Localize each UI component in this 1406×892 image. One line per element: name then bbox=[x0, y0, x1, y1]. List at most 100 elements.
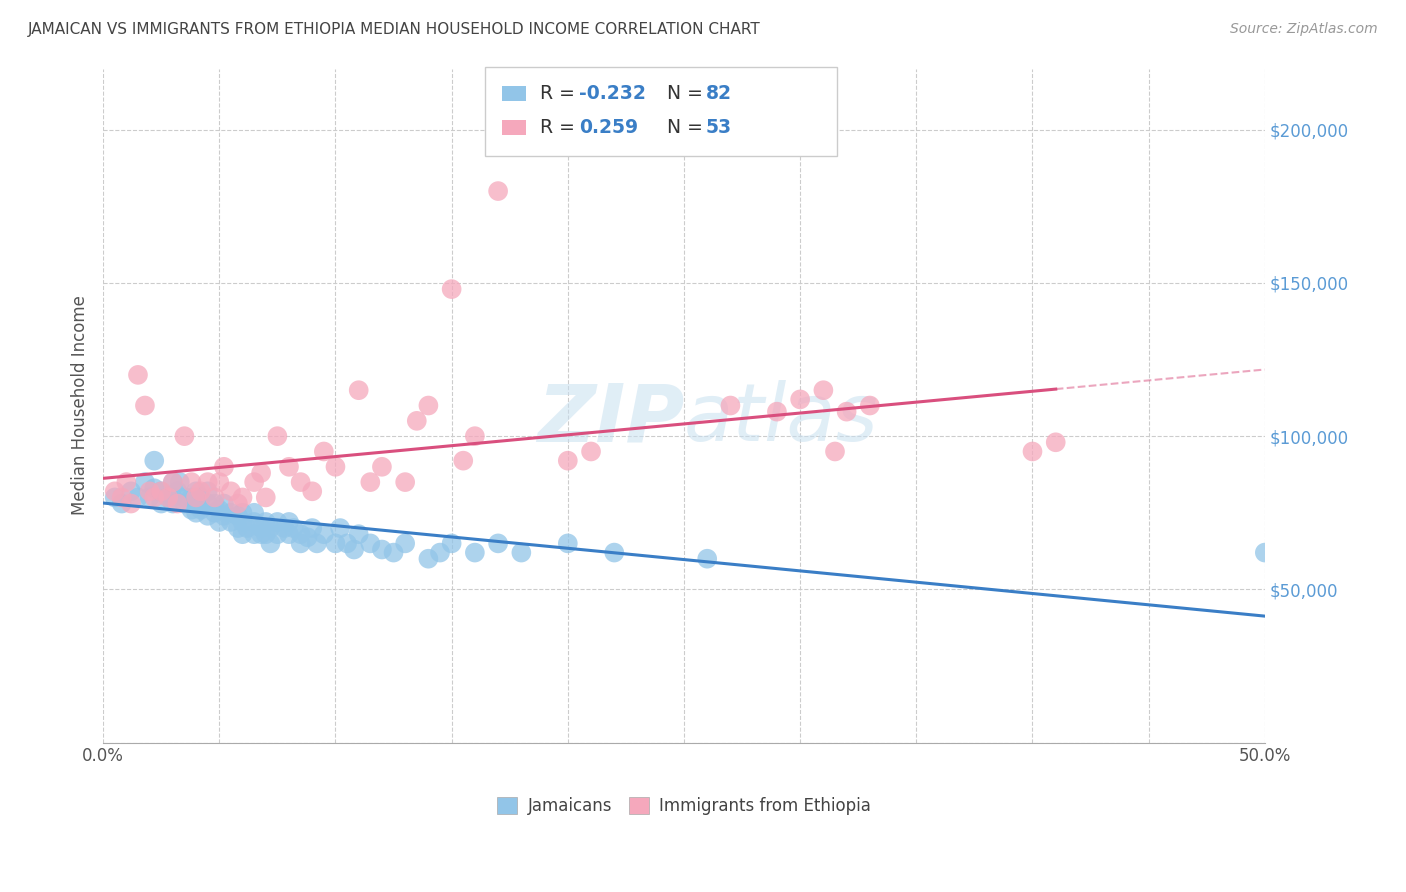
Point bbox=[138, 491, 160, 505]
Legend: Jamaicans, Immigrants from Ethiopia: Jamaicans, Immigrants from Ethiopia bbox=[491, 790, 877, 822]
Point bbox=[259, 521, 281, 535]
Point bbox=[325, 459, 347, 474]
Point bbox=[859, 399, 882, 413]
Point bbox=[789, 392, 811, 407]
Point bbox=[359, 536, 381, 550]
Point bbox=[212, 508, 235, 523]
Point bbox=[266, 429, 288, 443]
Text: Source: ZipAtlas.com: Source: ZipAtlas.com bbox=[1230, 22, 1378, 37]
Text: R =: R = bbox=[540, 84, 581, 103]
Point bbox=[243, 527, 266, 541]
Point bbox=[226, 521, 249, 535]
Point bbox=[266, 527, 288, 541]
Point bbox=[197, 484, 219, 499]
Point bbox=[250, 527, 273, 541]
Point bbox=[138, 484, 160, 499]
Point bbox=[190, 502, 212, 516]
Point bbox=[273, 521, 295, 535]
Point bbox=[297, 530, 319, 544]
Point bbox=[204, 506, 226, 520]
Point bbox=[290, 475, 312, 489]
Point bbox=[813, 383, 835, 397]
Point bbox=[347, 383, 370, 397]
Point bbox=[243, 515, 266, 529]
Point bbox=[173, 491, 195, 505]
Text: 0.259: 0.259 bbox=[579, 118, 638, 137]
Point bbox=[325, 536, 347, 550]
Point bbox=[150, 484, 173, 499]
Point bbox=[312, 444, 335, 458]
Point bbox=[184, 484, 207, 499]
Point bbox=[166, 497, 188, 511]
Point bbox=[180, 502, 202, 516]
Point bbox=[173, 429, 195, 443]
Point bbox=[278, 459, 301, 474]
Point bbox=[418, 551, 440, 566]
Point bbox=[190, 484, 212, 499]
Point bbox=[173, 497, 195, 511]
Point bbox=[184, 506, 207, 520]
Point bbox=[134, 399, 156, 413]
Point bbox=[405, 414, 427, 428]
Point bbox=[204, 491, 226, 505]
Point bbox=[1254, 545, 1277, 559]
Text: 53: 53 bbox=[706, 118, 733, 137]
Text: atlas: atlas bbox=[683, 380, 879, 458]
Point bbox=[219, 484, 242, 499]
Point bbox=[212, 497, 235, 511]
Point bbox=[418, 399, 440, 413]
Point bbox=[162, 497, 184, 511]
Text: 82: 82 bbox=[706, 84, 731, 103]
Point bbox=[111, 491, 134, 505]
Point bbox=[208, 475, 231, 489]
Point bbox=[486, 536, 509, 550]
Point bbox=[510, 545, 533, 559]
Point bbox=[720, 399, 742, 413]
Point bbox=[283, 521, 305, 535]
Point bbox=[254, 491, 277, 505]
Point bbox=[134, 475, 156, 489]
Point bbox=[243, 475, 266, 489]
Point bbox=[157, 491, 180, 505]
Point bbox=[204, 497, 226, 511]
Point bbox=[696, 551, 718, 566]
Point bbox=[143, 481, 166, 495]
Point bbox=[451, 453, 474, 467]
Point bbox=[824, 444, 846, 458]
Point bbox=[120, 484, 142, 499]
Point bbox=[197, 475, 219, 489]
Point bbox=[250, 466, 273, 480]
Point bbox=[1045, 435, 1067, 450]
Point bbox=[143, 453, 166, 467]
Text: R =: R = bbox=[540, 118, 586, 137]
Point bbox=[208, 502, 231, 516]
Point bbox=[290, 536, 312, 550]
Point bbox=[184, 497, 207, 511]
Point bbox=[440, 282, 463, 296]
Point bbox=[162, 491, 184, 505]
Point bbox=[236, 521, 259, 535]
Point bbox=[150, 484, 173, 499]
Point bbox=[180, 475, 202, 489]
Point bbox=[190, 491, 212, 505]
Point bbox=[180, 491, 202, 505]
Point bbox=[290, 527, 312, 541]
Point bbox=[557, 453, 579, 467]
Point bbox=[208, 515, 231, 529]
Point bbox=[766, 404, 789, 418]
Point bbox=[1021, 444, 1043, 458]
Point bbox=[259, 536, 281, 550]
Point bbox=[104, 484, 127, 499]
Point bbox=[486, 184, 509, 198]
Point bbox=[162, 475, 184, 489]
Point bbox=[104, 491, 127, 505]
Text: N =: N = bbox=[655, 84, 709, 103]
Point bbox=[359, 475, 381, 489]
Point bbox=[162, 475, 184, 489]
Point bbox=[312, 527, 335, 541]
Point bbox=[184, 491, 207, 505]
Text: N =: N = bbox=[655, 118, 709, 137]
Point bbox=[371, 459, 394, 474]
Point bbox=[429, 545, 451, 559]
Text: JAMAICAN VS IMMIGRANTS FROM ETHIOPIA MEDIAN HOUSEHOLD INCOME CORRELATION CHART: JAMAICAN VS IMMIGRANTS FROM ETHIOPIA MED… bbox=[28, 22, 761, 37]
